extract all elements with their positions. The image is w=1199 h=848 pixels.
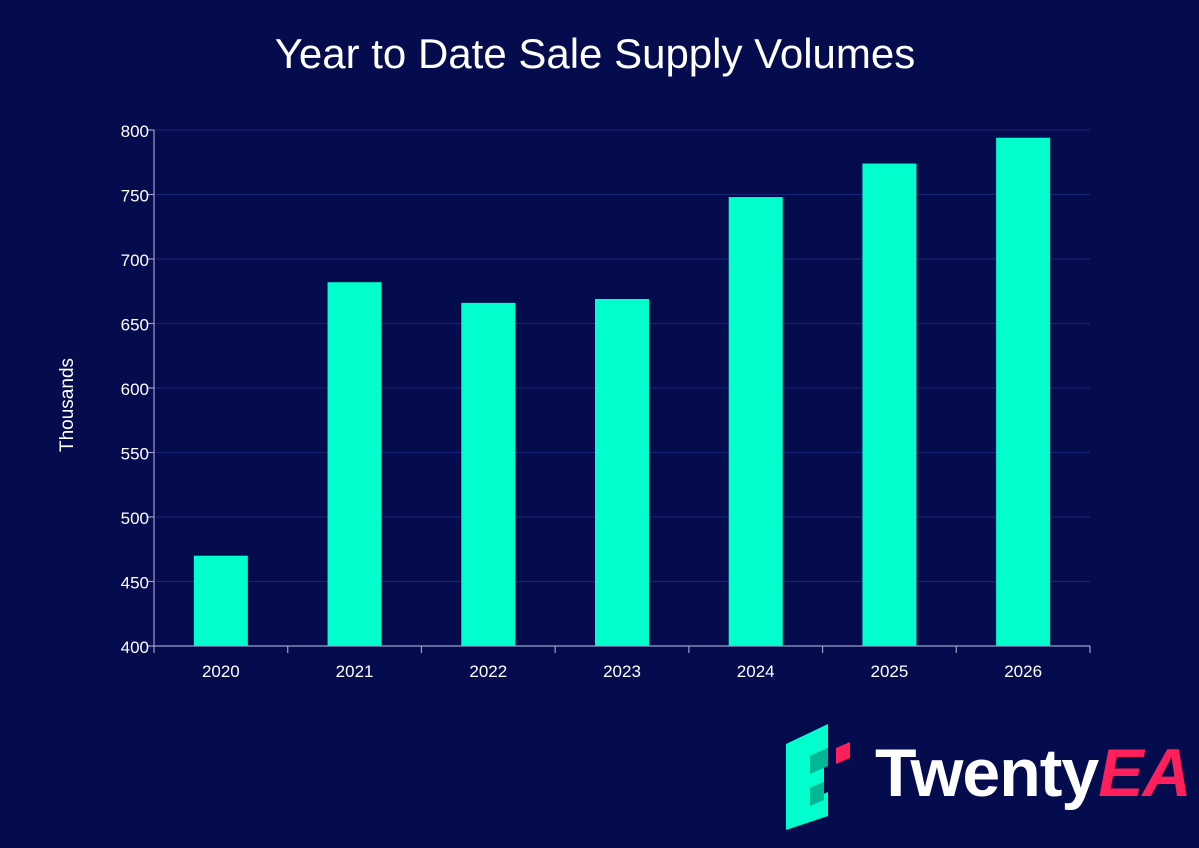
bars (193, 137, 1051, 647)
bar-2021 (327, 282, 382, 646)
bar-2025 (862, 163, 917, 647)
x-tick-label: 2020 (202, 662, 240, 681)
y-tick-label: 450 (121, 574, 149, 593)
y-tick-label: 800 (121, 122, 149, 141)
y-tick-label: 700 (121, 251, 149, 270)
bar-2026 (996, 137, 1051, 647)
bar-2020 (193, 555, 248, 646)
bar-2023 (595, 298, 649, 646)
x-tick-label: 2023 (603, 662, 641, 681)
x-tick-label: 2021 (336, 662, 374, 681)
y-tick-label: 600 (121, 380, 149, 399)
bar-2022 (461, 302, 516, 646)
twentyea-logo-icon (786, 724, 850, 830)
brand-wordmark: TwentyEA (875, 734, 1192, 812)
x-tick-label: 2025 (871, 662, 909, 681)
x-tick-label: 2026 (1004, 662, 1042, 681)
y-tick-label: 550 (121, 445, 149, 464)
y-tick-label: 750 (121, 187, 149, 206)
axes (148, 129, 1091, 653)
bar-chart: 400 450 500 550 600 650 700 750 800 2020 2021 2022… (57, 122, 1091, 681)
brand-name-part2: EA (1098, 735, 1191, 811)
bar-2024 (728, 197, 783, 646)
x-tick-label: 2024 (737, 662, 775, 681)
y-tick-label: 500 (121, 509, 149, 528)
brand-logo: TwentyEA (780, 722, 1192, 832)
y-axis-label: Thousands (57, 358, 78, 452)
x-tick-label: 2022 (469, 662, 507, 681)
brand-name-part1: Twenty (875, 735, 1099, 811)
y-tick-label: 650 (121, 316, 149, 335)
chart-title: Year to Date Sale Supply Volumes (274, 30, 916, 77)
x-tick-labels: 2020 2021 2022 2023 2024 2025 2026 (202, 662, 1042, 681)
y-tick-label: 400 (121, 638, 149, 657)
y-tick-labels: 400 450 500 550 600 650 700 750 800 (121, 122, 149, 657)
